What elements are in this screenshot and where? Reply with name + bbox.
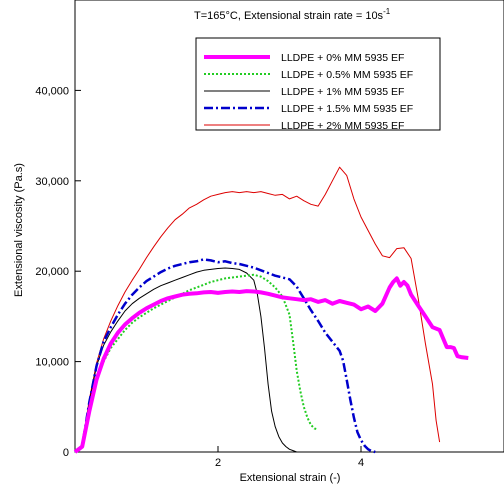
- series-line-3: [74, 267, 311, 453]
- chart-title-main: T=165°C, Extensional strain rate = 10s: [194, 10, 384, 22]
- series-lines: [73, 166, 469, 454]
- y-tick-label: 40,000: [35, 85, 69, 97]
- legend-label: LLDPE + 0% MM 5935 EF: [281, 52, 404, 64]
- legend-box: [195, 37, 441, 131]
- legend-label: LLDPE + 1.5% MM 5935 EF: [281, 103, 413, 115]
- y-tick-label: 20,000: [35, 266, 69, 278]
- x-tick-label: 2: [215, 457, 221, 469]
- plot-frame: [74, 0, 504, 453]
- y-tick-label: 10,000: [35, 357, 69, 369]
- series-line-5: [74, 166, 441, 453]
- y-tick-label: 0: [63, 447, 69, 459]
- x-tick-label: 4: [358, 457, 364, 469]
- series-line-4: [74, 258, 376, 454]
- chart-title-superscript: -1: [383, 7, 391, 16]
- legend-label: LLDPE + 0.5% MM 5935 EF: [281, 69, 413, 81]
- x-axis-title: Extensional strain (-): [240, 472, 341, 484]
- legend: LLDPE + 0% MM 5935 EF LLDPE + 0.5% MM 593…: [195, 37, 441, 132]
- chart-title: T=165°C, Extensional strain rate = 10s-1: [194, 7, 391, 22]
- y-tick-label: 30,000: [35, 176, 69, 188]
- series-line-2: [74, 273, 319, 453]
- legend-label: LLDPE + 1% MM 5935 EF: [281, 86, 404, 98]
- y-axis-ticks: 0 10,000 20,000 30,000 40,000: [35, 85, 81, 459]
- series-line-1: [73, 276, 469, 454]
- legend-label: LLDPE + 2% MM 5935 EF: [281, 120, 404, 132]
- y-axis-title: Extensional viscosity (Pa.s): [13, 163, 25, 297]
